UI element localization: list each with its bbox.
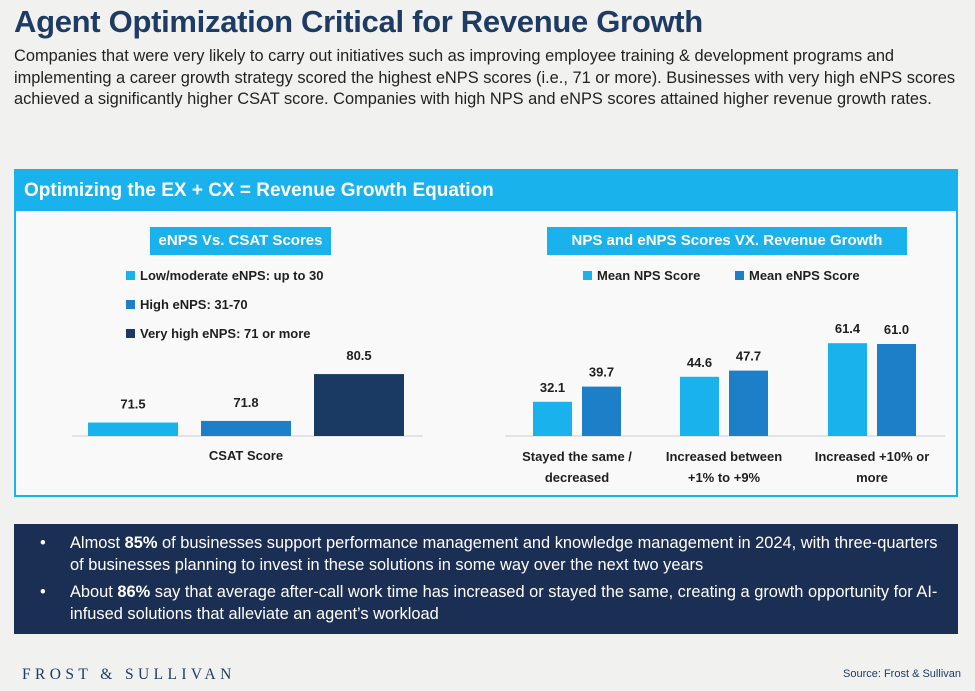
legend-label: Mean NPS Score <box>597 268 701 283</box>
chart1-legend-item: High eNPS: 31-70 <box>126 297 248 312</box>
legend-label: High eNPS: 31-70 <box>140 297 248 312</box>
legend-swatch-icon <box>583 271 592 280</box>
bullet-item: About 86% say that average after-call wo… <box>40 582 942 625</box>
chart1-bar <box>88 422 178 436</box>
legend-label: Mean eNPS Score <box>749 268 860 283</box>
key-findings: Almost 85% of businesses support perform… <box>14 524 958 634</box>
chart2-legend-item: Mean NPS Score <box>583 268 700 283</box>
chart2-title: NPS and eNPS Scores VX. Revenue Growth <box>547 227 907 255</box>
chart-panel: Optimizing the EX + CX = Revenue Growth … <box>14 169 958 497</box>
chart1-data-label: 80.5 <box>346 348 371 363</box>
chart1-title: eNPS Vs. CSAT Scores <box>150 227 331 255</box>
chart2-legend-item: Mean eNPS Score <box>735 268 860 283</box>
legend-label: Low/moderate eNPS: up to 30 <box>140 268 324 283</box>
legend-swatch-icon <box>126 300 135 309</box>
legend-swatch-icon <box>126 329 135 338</box>
bullet-highlight: 86% <box>117 583 151 601</box>
chart1-category-label: CSAT Score <box>209 448 283 463</box>
panel-title: Optimizing the EX + CX = Revenue Growth … <box>16 171 956 211</box>
bullet-highlight: 85% <box>124 534 158 552</box>
chart1-bar <box>314 374 404 436</box>
legend-label: Very high eNPS: 71 or more <box>140 326 311 341</box>
frost-sullivan-logo: FROST & SULLIVAN <box>22 666 236 683</box>
chart1-data-label: 71.8 <box>233 395 258 410</box>
chart1-data-label: 71.5 <box>120 397 145 412</box>
chart1-legend-item: Low/moderate eNPS: up to 30 <box>126 268 323 283</box>
bullet-prefix: Almost <box>70 534 125 552</box>
legend-swatch-icon <box>126 271 135 280</box>
bullet-text: of businesses support performance manage… <box>70 534 938 574</box>
source-note: Source: Frost & Sullivan <box>843 668 961 680</box>
bullet-text: say that average after-call work time ha… <box>70 583 938 623</box>
chart1-bar <box>201 420 291 436</box>
page-title: Agent Optimization Critical for Revenue … <box>14 4 703 39</box>
intro-text: Companies that were very likely to carry… <box>14 47 956 108</box>
bullet-prefix: About <box>70 583 118 601</box>
chart1-legend-item: Very high eNPS: 71 or more <box>126 326 311 341</box>
bullet-item: Almost 85% of businesses support perform… <box>40 533 942 576</box>
legend-swatch-icon <box>735 271 744 280</box>
